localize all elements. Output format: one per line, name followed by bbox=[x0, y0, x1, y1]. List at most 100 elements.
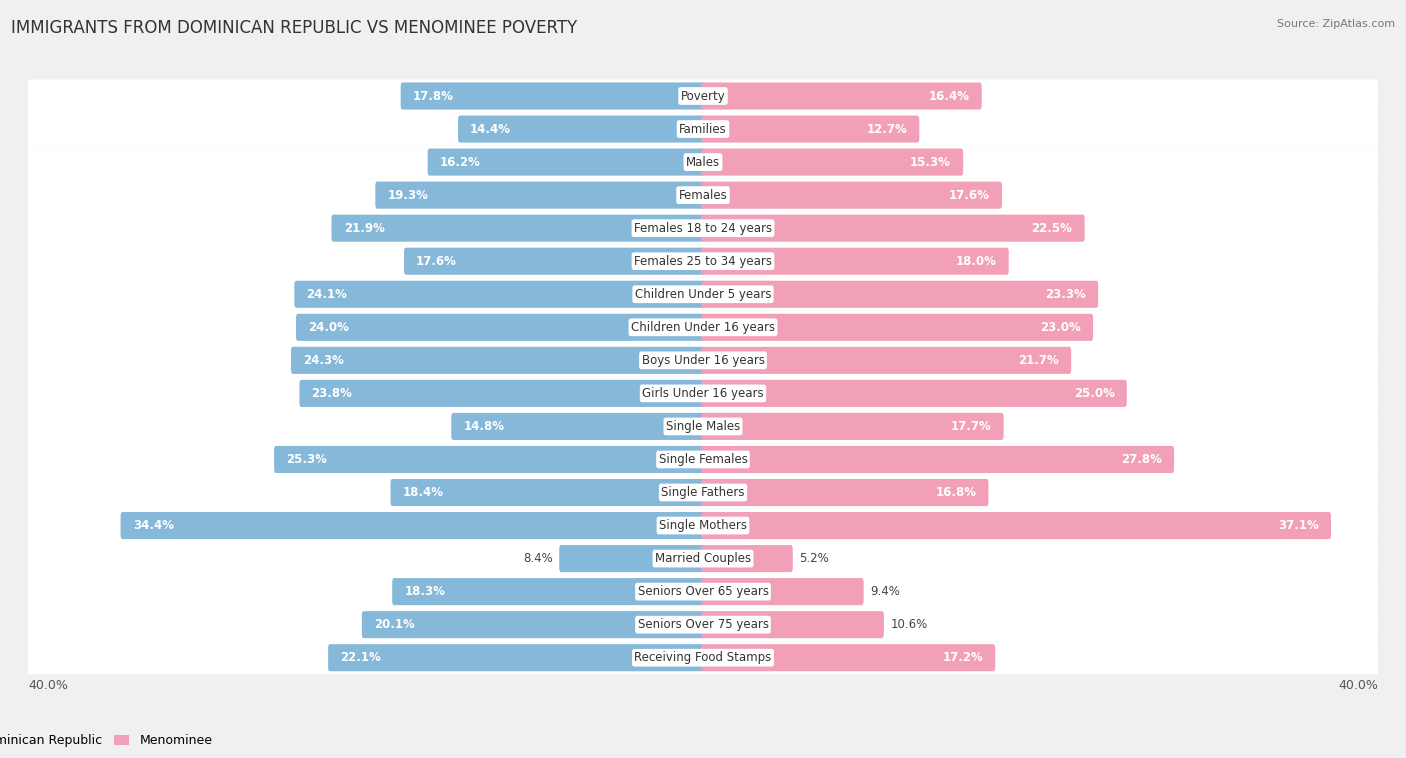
FancyBboxPatch shape bbox=[702, 545, 793, 572]
Text: 23.0%: 23.0% bbox=[1040, 321, 1081, 334]
Text: Females 18 to 24 years: Females 18 to 24 years bbox=[634, 221, 772, 235]
Text: Males: Males bbox=[686, 155, 720, 168]
FancyBboxPatch shape bbox=[702, 215, 1084, 242]
Text: 34.4%: 34.4% bbox=[132, 519, 174, 532]
FancyBboxPatch shape bbox=[121, 512, 704, 539]
Text: Single Mothers: Single Mothers bbox=[659, 519, 747, 532]
FancyBboxPatch shape bbox=[27, 245, 1379, 277]
Text: 22.5%: 22.5% bbox=[1032, 221, 1073, 235]
Text: 23.8%: 23.8% bbox=[312, 387, 353, 400]
FancyBboxPatch shape bbox=[391, 479, 704, 506]
Text: Single Females: Single Females bbox=[658, 453, 748, 466]
FancyBboxPatch shape bbox=[27, 344, 1379, 377]
FancyBboxPatch shape bbox=[392, 578, 704, 605]
FancyBboxPatch shape bbox=[702, 347, 1071, 374]
FancyBboxPatch shape bbox=[27, 377, 1379, 410]
Text: Children Under 5 years: Children Under 5 years bbox=[634, 288, 772, 301]
FancyBboxPatch shape bbox=[27, 146, 1379, 179]
Text: 8.4%: 8.4% bbox=[523, 552, 553, 565]
FancyBboxPatch shape bbox=[702, 182, 1002, 208]
Text: Females 25 to 34 years: Females 25 to 34 years bbox=[634, 255, 772, 268]
FancyBboxPatch shape bbox=[27, 641, 1379, 674]
Text: 20.1%: 20.1% bbox=[374, 619, 415, 631]
Text: 15.3%: 15.3% bbox=[910, 155, 950, 168]
FancyBboxPatch shape bbox=[361, 611, 704, 638]
Text: 24.3%: 24.3% bbox=[304, 354, 344, 367]
FancyBboxPatch shape bbox=[702, 380, 1126, 407]
FancyBboxPatch shape bbox=[27, 311, 1379, 344]
FancyBboxPatch shape bbox=[702, 578, 863, 605]
FancyBboxPatch shape bbox=[328, 644, 704, 672]
FancyBboxPatch shape bbox=[27, 410, 1379, 443]
FancyBboxPatch shape bbox=[702, 248, 1008, 274]
FancyBboxPatch shape bbox=[702, 446, 1174, 473]
Text: 17.2%: 17.2% bbox=[942, 651, 983, 664]
Text: 10.6%: 10.6% bbox=[890, 619, 928, 631]
FancyBboxPatch shape bbox=[27, 443, 1379, 476]
FancyBboxPatch shape bbox=[404, 248, 704, 274]
FancyBboxPatch shape bbox=[297, 314, 704, 341]
FancyBboxPatch shape bbox=[27, 608, 1379, 641]
Text: 14.4%: 14.4% bbox=[470, 123, 512, 136]
Text: Single Males: Single Males bbox=[666, 420, 740, 433]
Text: Seniors Over 75 years: Seniors Over 75 years bbox=[637, 619, 769, 631]
Text: 9.4%: 9.4% bbox=[870, 585, 900, 598]
Text: Source: ZipAtlas.com: Source: ZipAtlas.com bbox=[1277, 19, 1395, 29]
FancyBboxPatch shape bbox=[27, 112, 1379, 146]
Text: Children Under 16 years: Children Under 16 years bbox=[631, 321, 775, 334]
Text: 17.8%: 17.8% bbox=[413, 89, 454, 102]
Legend: Immigrants from Dominican Republic, Menominee: Immigrants from Dominican Republic, Meno… bbox=[0, 729, 218, 753]
Text: 23.3%: 23.3% bbox=[1045, 288, 1085, 301]
Text: 25.0%: 25.0% bbox=[1074, 387, 1115, 400]
FancyBboxPatch shape bbox=[332, 215, 704, 242]
Text: IMMIGRANTS FROM DOMINICAN REPUBLIC VS MENOMINEE POVERTY: IMMIGRANTS FROM DOMINICAN REPUBLIC VS ME… bbox=[11, 19, 578, 37]
Text: 18.4%: 18.4% bbox=[402, 486, 444, 499]
Text: 16.2%: 16.2% bbox=[440, 155, 481, 168]
FancyBboxPatch shape bbox=[401, 83, 704, 110]
Text: 40.0%: 40.0% bbox=[28, 679, 67, 692]
Text: Married Couples: Married Couples bbox=[655, 552, 751, 565]
Text: Boys Under 16 years: Boys Under 16 years bbox=[641, 354, 765, 367]
Text: 5.2%: 5.2% bbox=[799, 552, 830, 565]
FancyBboxPatch shape bbox=[27, 80, 1379, 112]
Text: 14.8%: 14.8% bbox=[464, 420, 505, 433]
Text: 17.6%: 17.6% bbox=[416, 255, 457, 268]
Text: 21.9%: 21.9% bbox=[343, 221, 384, 235]
Text: 25.3%: 25.3% bbox=[287, 453, 328, 466]
Text: 27.8%: 27.8% bbox=[1121, 453, 1161, 466]
Text: Poverty: Poverty bbox=[681, 89, 725, 102]
FancyBboxPatch shape bbox=[294, 280, 704, 308]
Text: 22.1%: 22.1% bbox=[340, 651, 381, 664]
FancyBboxPatch shape bbox=[274, 446, 704, 473]
FancyBboxPatch shape bbox=[702, 611, 884, 638]
FancyBboxPatch shape bbox=[560, 545, 704, 572]
Text: 17.7%: 17.7% bbox=[950, 420, 991, 433]
Text: 37.1%: 37.1% bbox=[1278, 519, 1319, 532]
FancyBboxPatch shape bbox=[702, 314, 1092, 341]
FancyBboxPatch shape bbox=[458, 115, 704, 143]
Text: 24.1%: 24.1% bbox=[307, 288, 347, 301]
FancyBboxPatch shape bbox=[27, 211, 1379, 245]
Text: Single Fathers: Single Fathers bbox=[661, 486, 745, 499]
FancyBboxPatch shape bbox=[702, 280, 1098, 308]
FancyBboxPatch shape bbox=[702, 413, 1004, 440]
FancyBboxPatch shape bbox=[702, 644, 995, 672]
Text: 18.3%: 18.3% bbox=[405, 585, 446, 598]
Text: 16.4%: 16.4% bbox=[928, 89, 970, 102]
FancyBboxPatch shape bbox=[702, 479, 988, 506]
Text: 40.0%: 40.0% bbox=[1339, 679, 1378, 692]
FancyBboxPatch shape bbox=[299, 380, 704, 407]
FancyBboxPatch shape bbox=[702, 83, 981, 110]
Text: 21.7%: 21.7% bbox=[1018, 354, 1059, 367]
FancyBboxPatch shape bbox=[451, 413, 704, 440]
Text: Receiving Food Stamps: Receiving Food Stamps bbox=[634, 651, 772, 664]
FancyBboxPatch shape bbox=[27, 476, 1379, 509]
FancyBboxPatch shape bbox=[27, 277, 1379, 311]
FancyBboxPatch shape bbox=[427, 149, 704, 176]
Text: 12.7%: 12.7% bbox=[866, 123, 907, 136]
Text: Females: Females bbox=[679, 189, 727, 202]
FancyBboxPatch shape bbox=[375, 182, 704, 208]
Text: Seniors Over 65 years: Seniors Over 65 years bbox=[637, 585, 769, 598]
Text: 19.3%: 19.3% bbox=[388, 189, 429, 202]
Text: 17.6%: 17.6% bbox=[949, 189, 990, 202]
